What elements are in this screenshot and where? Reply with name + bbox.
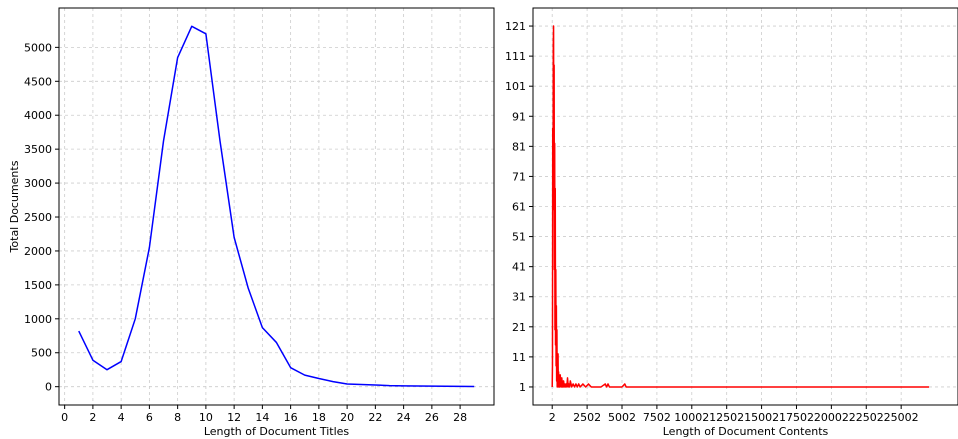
left-x-tick-label: 6 (146, 411, 153, 424)
right-y-tick-label: 11 (512, 351, 526, 364)
right-x-tick-label: 17502 (779, 411, 814, 424)
right-x-tick-label: 22502 (849, 411, 884, 424)
right-y-tick-label: 1 (519, 381, 526, 394)
right-chart-panel: 2 2502 5002 7502 10002 12502 15002 17502 20002 22… (505, 7, 958, 438)
right-y-tick-label: 41 (512, 261, 526, 274)
left-plot-frame (58, 7, 495, 406)
left-y-tick-label: 1500 (24, 279, 52, 292)
right-y-tick-label: 101 (505, 80, 526, 93)
left-y-tick-label: 500 (31, 347, 52, 360)
left-x-tick-label: 24 (397, 411, 411, 424)
left-x-tick-label: 22 (368, 411, 382, 424)
right-x-tick-label: 2502 (573, 411, 601, 424)
left-x-tick-label: 16 (284, 411, 298, 424)
left-y-axis-label: Total Documents (8, 160, 21, 253)
left-y-tick-label: 5000 (24, 41, 52, 54)
left-x-tick-label: 12 (227, 411, 241, 424)
left-y-tick-label: 2500 (24, 211, 52, 224)
left-y-tick-label: 3000 (24, 177, 52, 190)
right-y-tick-label: 121 (505, 20, 526, 33)
right-y-tick-label: 31 (512, 291, 526, 304)
right-y-tick-label: 21 (512, 321, 526, 334)
right-x-tick-label: 15002 (744, 411, 779, 424)
left-series-line (78, 25, 475, 388)
left-x-tick-label: 20 (340, 411, 354, 424)
right-x-tick-label: 7502 (643, 411, 671, 424)
left-x-axis-label: Length of Document Titles (204, 425, 350, 438)
right-y-tick-label: 91 (512, 110, 526, 123)
left-x-tick-label: 0 (61, 411, 68, 424)
right-x-tick-label: 5002 (608, 411, 636, 424)
left-y-tick-label: 4000 (24, 109, 52, 122)
right-x-tick-label: 10002 (674, 411, 709, 424)
left-x-tick-label: 28 (453, 411, 467, 424)
left-y-tick-label: 1000 (24, 313, 52, 326)
right-y-tick-label: 111 (505, 50, 526, 63)
left-x-tick-label: 14 (255, 411, 269, 424)
left-x-tick-label: 2 (89, 411, 96, 424)
right-x-tick-label: 25002 (884, 411, 919, 424)
left-x-tick-label: 8 (174, 411, 181, 424)
right-series-line (551, 25, 930, 388)
right-x-tick-label: 20002 (814, 411, 849, 424)
left-x-tick-label: 18 (312, 411, 326, 424)
right-y-tick-label: 51 (512, 231, 526, 244)
left-y-tick-label: 3500 (24, 143, 52, 156)
left-chart-panel: 0 2 4 6 8 10 12 14 16 18 20 22 24 26 28050010001500200… (8, 7, 495, 438)
right-y-tick-label: 81 (512, 140, 526, 153)
left-x-tick-label: 4 (118, 411, 125, 424)
left-y-tick-label: 4500 (24, 75, 52, 88)
left-y-tick-label: 2000 (24, 245, 52, 258)
left-y-tick-label: 0 (45, 381, 52, 394)
right-x-tick-label: 12502 (709, 411, 744, 424)
right-x-tick-label: 2 (549, 411, 556, 424)
left-x-tick-label: 26 (425, 411, 439, 424)
right-y-tick-label: 61 (512, 201, 526, 214)
right-y-tick-label: 71 (512, 170, 526, 183)
right-x-axis-label: Length of Document Contents (663, 425, 829, 438)
left-x-tick-label: 10 (199, 411, 213, 424)
